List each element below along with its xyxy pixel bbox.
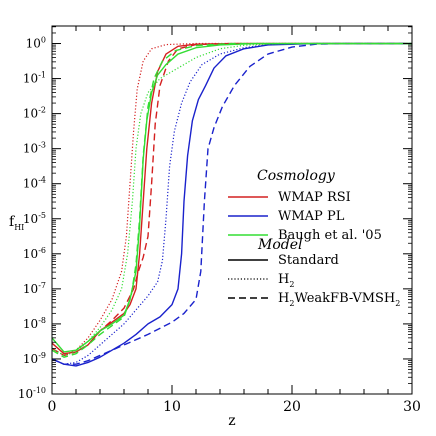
- legend-label-h2weakfb: H2WeakFB-VMSH2: [278, 291, 400, 308]
- legend-model: Model Standard H2 H2WeakFB-VMSH2: [228, 237, 400, 308]
- series-layer: [52, 42, 412, 367]
- y-tick-label: 10-4: [23, 176, 46, 191]
- y-tick-label: 10-10: [18, 386, 46, 401]
- x-tick-label: 20: [283, 399, 301, 415]
- ticks-layer: [51, 26, 413, 395]
- y-tick-label: 10-2: [23, 106, 46, 121]
- x-tick-label: 0: [48, 399, 57, 415]
- y-tick-label: 10-8: [23, 316, 46, 331]
- y-axis-label: fHI: [9, 214, 24, 232]
- y-tick-label: 10-9: [23, 351, 46, 366]
- y-axis-label-main: f: [9, 214, 16, 230]
- x-tick-label: 10: [163, 399, 181, 415]
- x-tick-label: 30: [403, 399, 421, 415]
- y-tick-label: 10-7: [23, 281, 46, 296]
- series-line-4: [52, 42, 412, 365]
- labels-layer: 0 10 20 30 100 10-1 10-2 10-3 10-4 10-5 10-6 10-7 10…: [18, 36, 421, 415]
- legend-label-standard: Standard: [278, 253, 339, 268]
- legend-label-h2: H2: [278, 272, 294, 289]
- series-line-7: [52, 42, 412, 357]
- y-tick-label: 100: [26, 36, 46, 51]
- legend-model-title: Model: [257, 237, 303, 253]
- y-tick-label: 10-3: [23, 141, 46, 156]
- legend-cosmology-title: Cosmology: [257, 168, 336, 184]
- series-line-2: [52, 42, 412, 357]
- series-line-1: [52, 42, 412, 357]
- series-line-3: [52, 42, 412, 367]
- legend-label-wmap-pl: WMAP PL: [278, 209, 345, 224]
- series-line-5: [52, 42, 412, 365]
- series-line-8: [52, 42, 412, 358]
- legend-cosmology: Cosmology WMAP RSI WMAP PL Baugh et al. …: [228, 168, 382, 243]
- y-tick-label: 10-5: [23, 211, 46, 226]
- plot-frame: [51, 25, 413, 395]
- legend-label-baugh: Baugh et al. '05: [278, 228, 382, 243]
- x-axis-label: z: [228, 413, 235, 429]
- series-line-0: [52, 42, 412, 355]
- legend-label-wmap-rsi: WMAP RSI: [278, 190, 351, 205]
- y-tick-label: 10-6: [23, 246, 46, 261]
- y-tick-label: 10-1: [23, 71, 46, 86]
- y-axis-label-sub: HI: [14, 223, 24, 232]
